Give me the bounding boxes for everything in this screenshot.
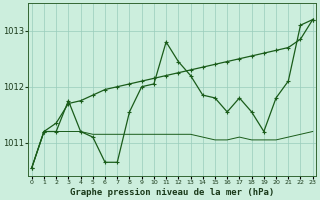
X-axis label: Graphe pression niveau de la mer (hPa): Graphe pression niveau de la mer (hPa) [70,188,274,197]
